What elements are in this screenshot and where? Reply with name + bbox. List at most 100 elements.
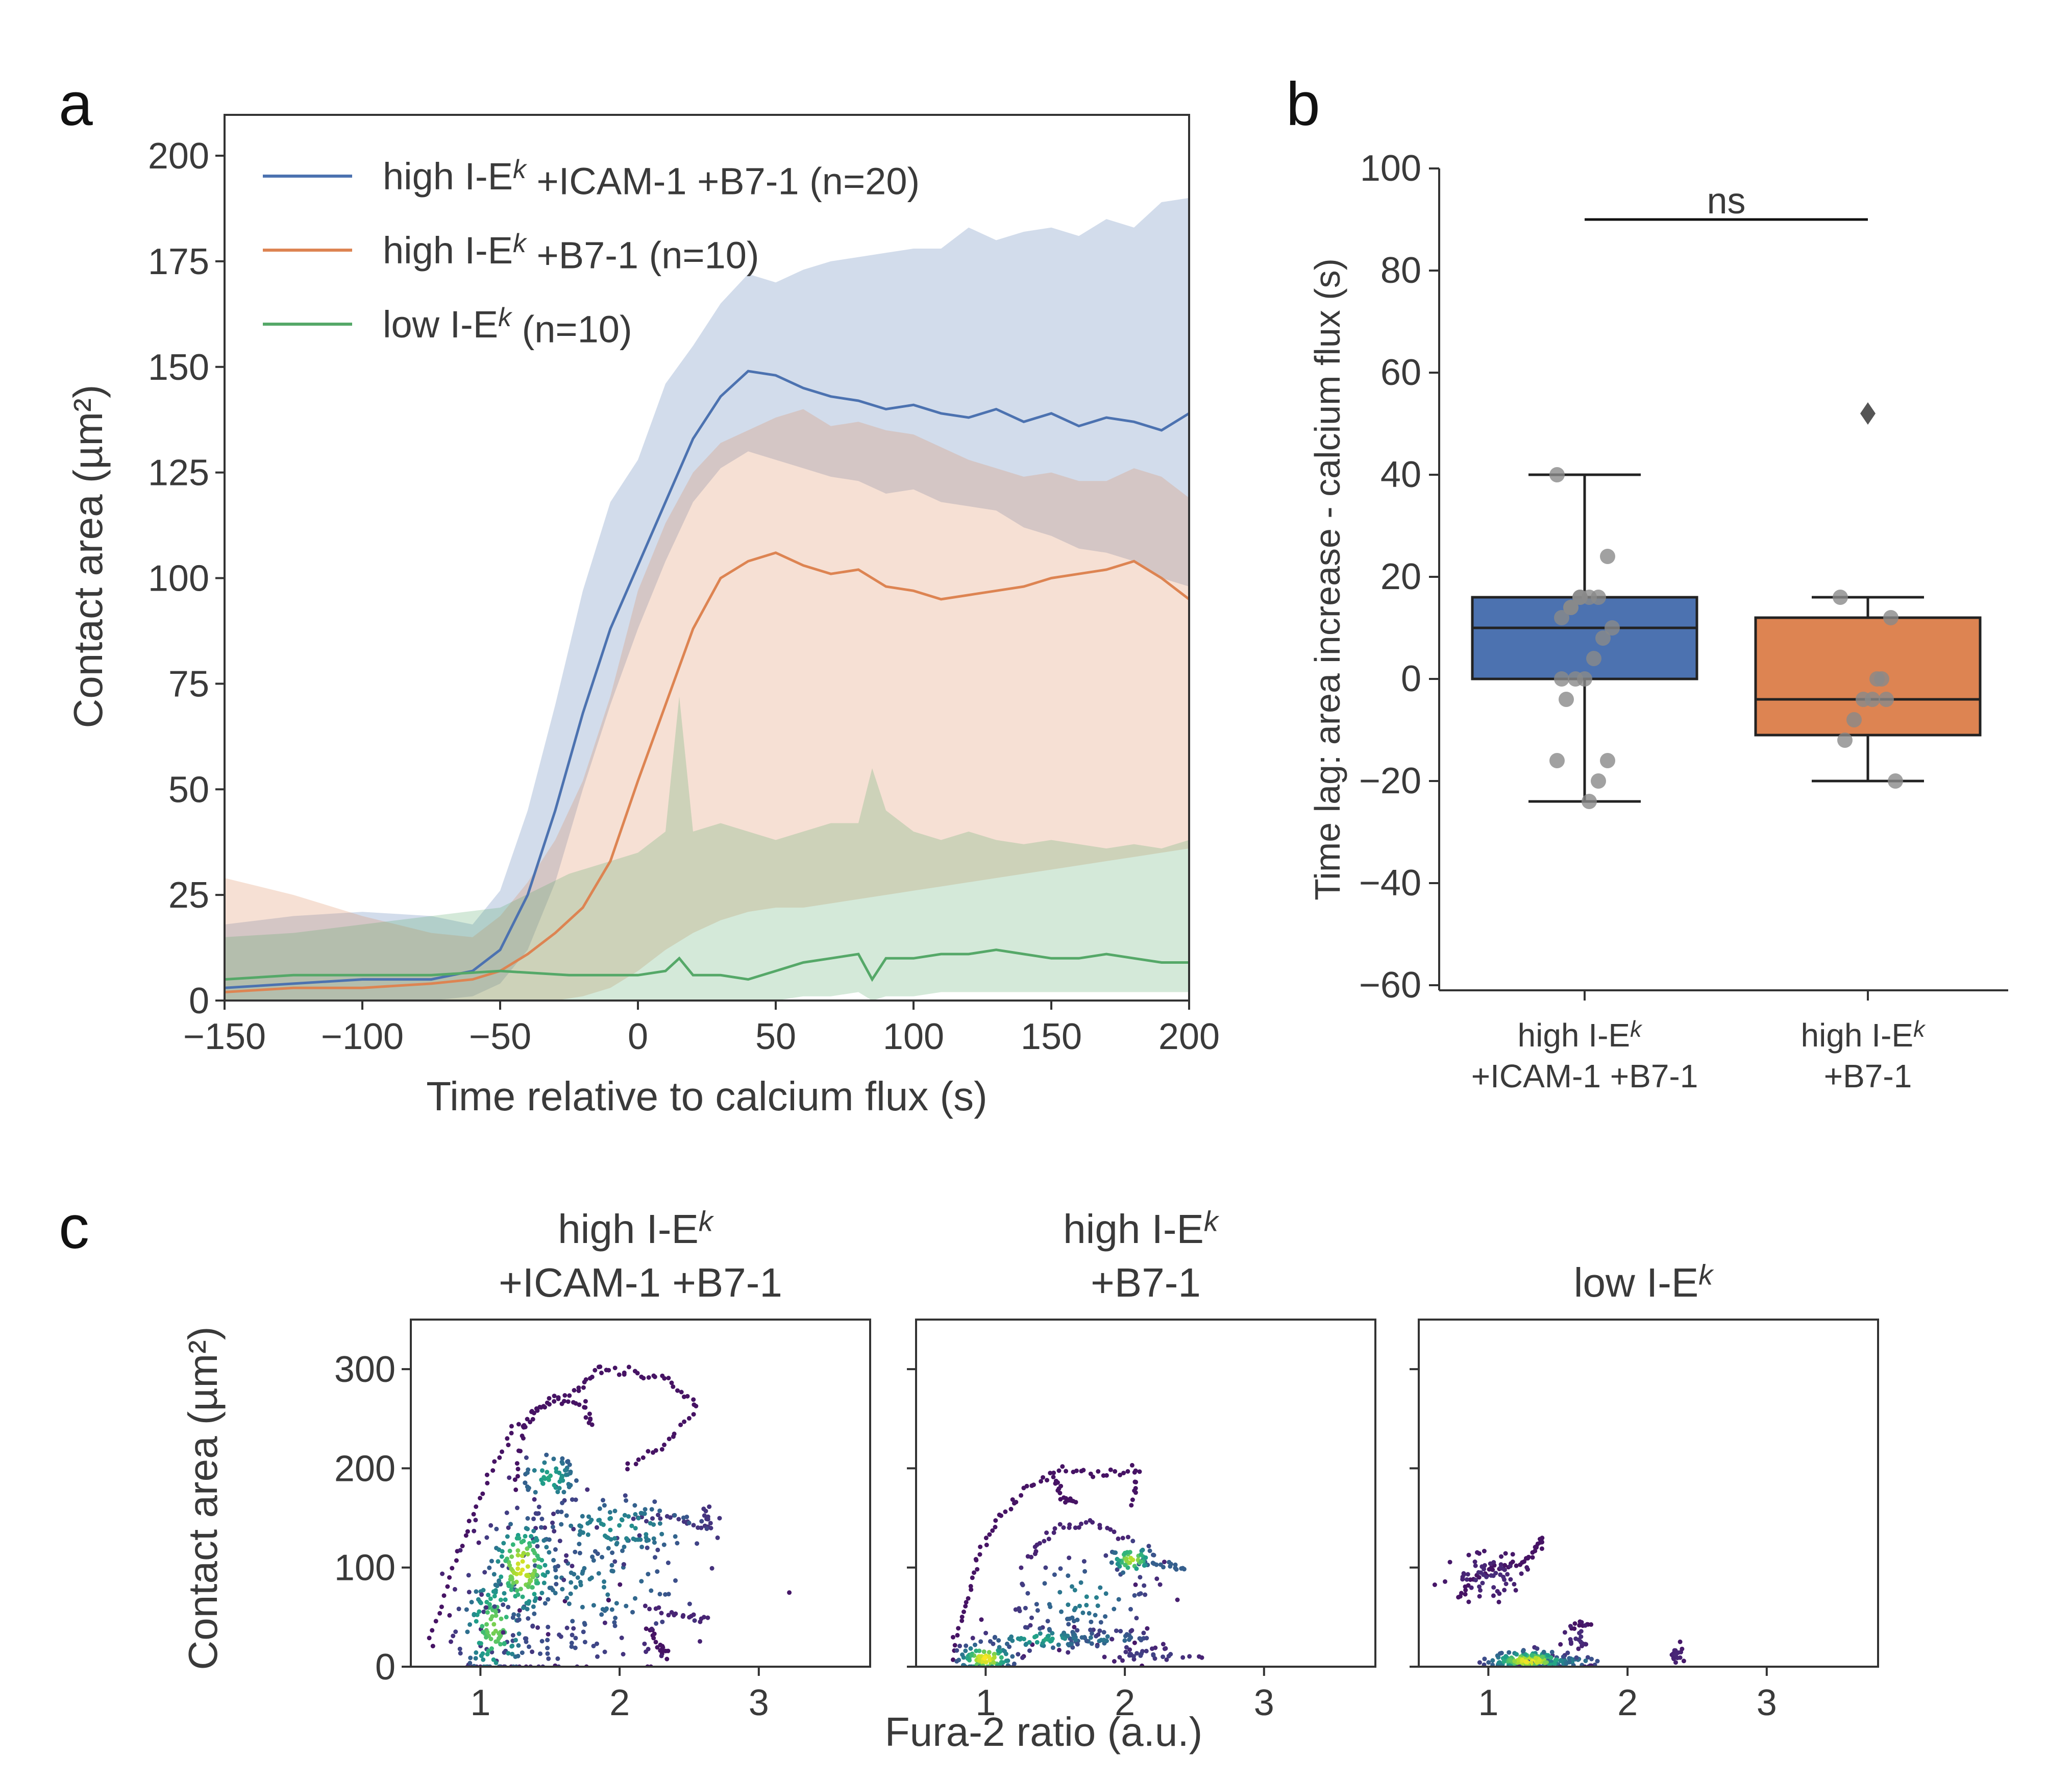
c-point xyxy=(671,1434,676,1439)
c-point xyxy=(554,1575,559,1580)
c-point xyxy=(1490,1567,1495,1572)
c-point xyxy=(970,1575,975,1580)
c-point xyxy=(500,1449,504,1454)
c-point xyxy=(657,1508,662,1514)
c-point xyxy=(1084,1602,1089,1607)
c-point xyxy=(1128,1555,1133,1561)
c-point xyxy=(640,1511,645,1516)
c-point xyxy=(666,1592,671,1597)
c-point xyxy=(518,1587,523,1592)
c-point xyxy=(647,1606,652,1612)
c-point xyxy=(589,1422,595,1427)
c-point xyxy=(1066,1650,1071,1655)
c-point xyxy=(691,1612,696,1617)
a-legend-label-suffix: +ICAM-1 +B7-1 (n=20) xyxy=(526,160,920,202)
c-point xyxy=(599,1371,604,1375)
c-point xyxy=(604,1606,609,1612)
c-point xyxy=(1499,1554,1504,1559)
c-point xyxy=(574,1478,579,1483)
a-legend-label-sup: k xyxy=(513,228,528,258)
c-point xyxy=(545,1570,550,1575)
a-xtick-label: 100 xyxy=(883,1016,944,1057)
b-y-axis-title: Time lag: area increase - calcium flux (… xyxy=(1308,258,1347,900)
c-point xyxy=(494,1610,498,1615)
c-point xyxy=(580,1604,585,1610)
c-point xyxy=(1098,1620,1103,1625)
a-xtick-label: 150 xyxy=(1021,1016,1082,1057)
c-point xyxy=(516,1613,521,1618)
c-point xyxy=(503,1558,508,1563)
b-xtick-label-line2: +B7-1 xyxy=(1824,1058,1912,1094)
c-point xyxy=(959,1618,965,1623)
c-point xyxy=(1083,1520,1089,1525)
c-point xyxy=(1576,1646,1581,1651)
c-point xyxy=(987,1532,992,1537)
c-point xyxy=(1508,1658,1513,1663)
c-point xyxy=(619,1636,624,1640)
c-point xyxy=(546,1632,551,1637)
c-point xyxy=(1108,1467,1113,1472)
c-point xyxy=(646,1572,651,1577)
c-point xyxy=(1115,1562,1120,1567)
c-point xyxy=(981,1660,986,1665)
a-line-0 xyxy=(224,370,1190,989)
c-point xyxy=(1512,1581,1517,1587)
c-point xyxy=(633,1596,637,1601)
c-point xyxy=(952,1643,957,1648)
c-point xyxy=(499,1616,504,1621)
c-point xyxy=(620,1548,625,1553)
c-point xyxy=(691,1523,696,1528)
c-point xyxy=(1070,1645,1075,1650)
c-point xyxy=(1432,1582,1437,1587)
c-point xyxy=(1075,1642,1080,1647)
c-point xyxy=(494,1639,499,1644)
c-point xyxy=(480,1624,485,1629)
c-point xyxy=(1539,1538,1544,1543)
c-point xyxy=(649,1626,654,1631)
c-point xyxy=(466,1573,471,1578)
c-point xyxy=(602,1649,607,1654)
c-point xyxy=(1066,1602,1071,1607)
c-point xyxy=(978,1639,983,1644)
c-point xyxy=(686,1416,692,1421)
c-point xyxy=(531,1516,536,1521)
c-point xyxy=(1025,1591,1030,1596)
c-point xyxy=(1023,1605,1028,1611)
c-point xyxy=(1530,1555,1535,1560)
c-point xyxy=(961,1610,966,1614)
c-point xyxy=(564,1513,569,1518)
c-point xyxy=(652,1499,657,1504)
c-point xyxy=(1010,1497,1015,1502)
c-point xyxy=(540,1481,545,1486)
c-point xyxy=(681,1515,686,1520)
a-legend: high I-Ek +ICAM-1 +B7-1 (n=20)high I-Ek … xyxy=(263,154,920,350)
c-frame xyxy=(1418,1319,1879,1668)
c-point xyxy=(679,1390,684,1395)
c-point xyxy=(322,1658,327,1662)
b-y-axis: −60 −40 −20 0 20 40 60 80 100 xyxy=(1359,148,1439,1006)
c-point xyxy=(472,1528,477,1533)
c-point xyxy=(526,1485,531,1491)
c-point xyxy=(657,1521,662,1526)
c-point xyxy=(663,1648,668,1653)
c-point xyxy=(1565,1650,1570,1655)
c-frame xyxy=(915,1319,1376,1668)
c-point xyxy=(1490,1662,1495,1667)
c-point xyxy=(631,1536,636,1541)
c-point xyxy=(1491,1593,1496,1598)
b-ytick-label: 80 xyxy=(1380,250,1421,291)
c-point xyxy=(699,1519,704,1524)
c-point xyxy=(1154,1562,1159,1567)
c-point xyxy=(559,1522,564,1527)
c-point xyxy=(1016,1652,1021,1657)
c-point xyxy=(1161,1654,1166,1660)
c-point xyxy=(607,1510,612,1515)
c-points xyxy=(322,1364,792,1667)
c-point xyxy=(982,1656,987,1661)
c-point xyxy=(1477,1594,1482,1599)
c-point xyxy=(489,1558,494,1564)
c-point xyxy=(465,1629,470,1635)
c-point xyxy=(518,1571,523,1576)
c-point xyxy=(564,1553,569,1558)
c-point xyxy=(1073,1500,1078,1505)
